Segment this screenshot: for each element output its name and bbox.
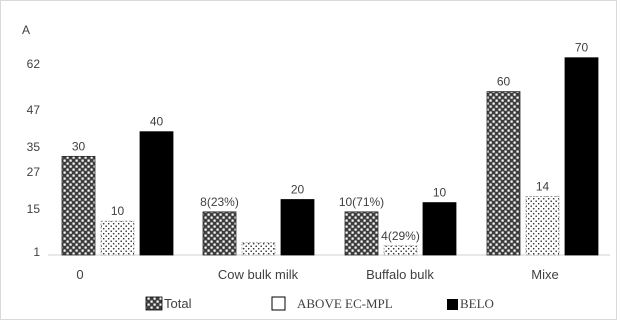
- y-tick-label: 1: [33, 245, 40, 259]
- y-tick-label: 47: [27, 103, 41, 117]
- data-label-below-3: 70: [575, 41, 589, 55]
- bar-total-0: [61, 155, 96, 256]
- legend-label-below: BELO: [460, 296, 494, 311]
- bar-above-2: [383, 245, 418, 256]
- y-axis-ticks: 1 15 27 35 47 62: [27, 57, 41, 259]
- data-label-below-1: 20: [291, 183, 305, 197]
- data-label-total-3: 60: [497, 75, 511, 89]
- legend-item-total: Total: [145, 296, 192, 311]
- legend-item-above: ABOVE EC-MPL: [271, 296, 393, 311]
- data-label-below-2: 10: [433, 186, 447, 200]
- y-tick-label: 62: [27, 57, 41, 71]
- legend-label-total: Total: [164, 296, 192, 311]
- data-label-above-2: 4(29%): [381, 229, 420, 243]
- bar-total-1: [202, 211, 237, 256]
- bar-total-2: [344, 211, 379, 256]
- legend-swatch-above: [271, 296, 286, 311]
- bar-below-2: [422, 202, 457, 256]
- legend-swatch-total: [145, 296, 163, 311]
- bar-above-0: [100, 220, 135, 256]
- data-label-total-1: 8(23%): [200, 195, 239, 209]
- x-tick-label-3: Mixe: [531, 267, 558, 282]
- legend-item-below: BELO: [447, 296, 494, 311]
- data-label-above-0: 10: [111, 204, 125, 218]
- bar-below-0: [139, 131, 174, 256]
- legend-label-above: ABOVE EC-MPL: [297, 296, 393, 311]
- legend: Total ABOVE EC-MPL BELO: [145, 296, 494, 311]
- x-tick-label-2: Buffalo bulk: [366, 267, 434, 282]
- data-label-total-2: 10(71%): [339, 195, 384, 209]
- x-tick-label-1: Cow bulk milk: [218, 267, 299, 282]
- bar-below-1: [280, 199, 315, 256]
- bar-below-3: [564, 57, 599, 256]
- corner-label: A: [22, 23, 30, 37]
- bar-above-1: [241, 242, 276, 256]
- data-label-total-0: 30: [72, 139, 86, 153]
- bar-total-3: [486, 91, 521, 256]
- data-labels-layer: 30 10 40 8(23%) 20 10(71%) 4(29%) 10 60 14 70: [72, 41, 589, 243]
- x-tick-label-0: 0: [76, 267, 83, 282]
- x-axis-labels: 0 Cow bulk milk Buffalo bulk Mixe: [76, 267, 558, 282]
- y-tick-label: 35: [27, 140, 41, 154]
- bar-above-3: [525, 196, 560, 256]
- data-label-below-0: 40: [150, 115, 164, 129]
- bars-layer: [61, 57, 599, 256]
- legend-swatch-below: [447, 299, 458, 310]
- data-label-above-3: 14: [536, 179, 550, 193]
- y-tick-label: 27: [27, 165, 41, 179]
- y-tick-label: 15: [27, 202, 41, 216]
